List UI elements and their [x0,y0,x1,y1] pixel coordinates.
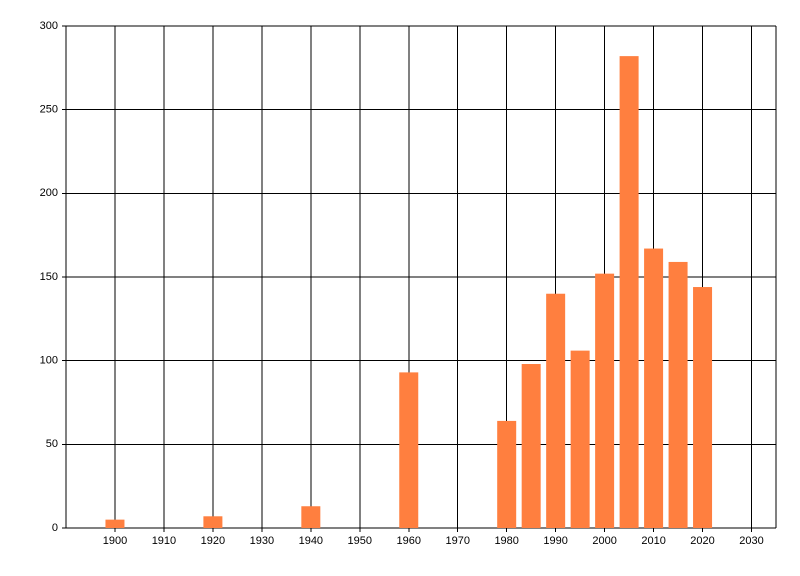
x-tick-label: 2010 [641,535,665,547]
y-tick-label: 200 [40,187,58,199]
bar [693,287,713,528]
x-tick-label: 1920 [201,535,225,547]
bar [546,293,566,528]
bar [203,516,223,528]
bar [595,273,615,528]
bar [301,506,321,528]
bar [105,519,125,528]
y-tick-label: 50 [46,438,58,450]
y-tick-label: 0 [52,522,58,534]
y-tick-label: 150 [40,271,58,283]
bar [668,261,688,528]
y-tick-label: 250 [40,104,58,116]
x-tick-label: 2020 [690,535,714,547]
bar [497,420,517,528]
x-tick-label: 1980 [494,535,518,547]
x-tick-label: 1960 [397,535,421,547]
y-tick-label: 100 [40,355,58,367]
x-tick-label: 1950 [348,535,372,547]
x-tick-label: 2030 [739,535,763,547]
x-tick-label: 1990 [543,535,567,547]
x-tick-label: 1910 [152,535,176,547]
x-tick-label: 1900 [103,535,127,547]
x-tick-label: 2000 [592,535,616,547]
bar [644,248,664,528]
bar [570,350,590,528]
x-tick-label: 1930 [250,535,274,547]
x-tick-label: 1940 [299,535,323,547]
bar [521,364,541,528]
bar [619,56,639,529]
y-tick-label: 300 [40,20,58,32]
x-tick-label: 1970 [445,535,469,547]
bar [399,372,419,528]
